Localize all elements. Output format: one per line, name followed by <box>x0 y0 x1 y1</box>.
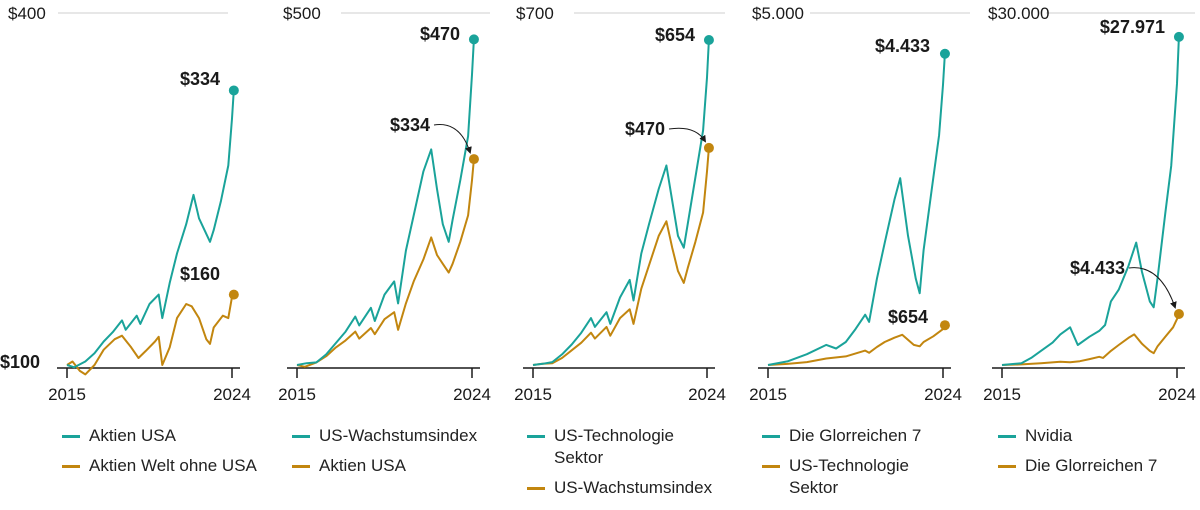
legend-item: Aktien Welt ohne USA <box>62 455 262 477</box>
legend-label: Die Glorreichen 7 <box>1025 456 1158 475</box>
end-point-marker <box>703 34 714 45</box>
legend-swatch <box>998 435 1016 438</box>
legend-4: Die Glorreichen 7 US-Technologie Sektor <box>762 425 962 507</box>
series-line-teal <box>296 39 475 366</box>
end-point-marker <box>1173 308 1184 319</box>
legend-item: Die Glorreichen 7 <box>998 455 1198 477</box>
legend-1: Aktien USA Aktien Welt ohne USA <box>62 425 262 485</box>
x-tick-label: 2024 <box>1158 385 1196 404</box>
series-line-teal <box>1001 36 1180 366</box>
annotation-arrow <box>1128 267 1177 309</box>
legend-label: Aktien USA <box>319 456 406 475</box>
legend-label: Die Glorreichen 7 <box>789 426 922 445</box>
x-tick-label: 2015 <box>983 385 1021 404</box>
legend-label: US-Wachstumsindex <box>554 478 713 497</box>
top-value-label: $5.000 <box>752 4 804 23</box>
end-value-label: $160 <box>180 264 220 284</box>
x-tick-label: 2024 <box>213 385 251 404</box>
end-value-label: $654 <box>888 307 928 327</box>
series-line-teal <box>532 39 710 366</box>
end-point-marker <box>939 48 950 59</box>
end-point-marker <box>1173 31 1184 42</box>
legend-2: US-Wachstumsindex Aktien USA <box>292 425 492 485</box>
annotation-arrow <box>668 127 706 143</box>
legend-3: US-Technologie Sektor US-Wachstumsindex <box>527 425 727 507</box>
top-value-label: $30.000 <box>988 4 1049 23</box>
legend-swatch <box>998 465 1016 468</box>
end-point-marker <box>468 154 479 165</box>
end-value-label: $334 <box>180 69 220 89</box>
legend-label: Aktien Welt ohne USA <box>89 456 257 475</box>
top-value-label: $700 <box>516 4 554 23</box>
x-tick-label: 2024 <box>688 385 726 404</box>
end-value-label: $27.971 <box>1100 17 1165 37</box>
end-point-marker <box>228 85 239 96</box>
series-line-gold <box>767 324 946 366</box>
legend-swatch <box>527 435 545 438</box>
legend-label: Aktien USA <box>89 426 176 445</box>
legend-swatch <box>292 435 310 438</box>
top-value-label: $400 <box>8 4 46 23</box>
baseline-value-label: $100 <box>0 352 40 372</box>
legend-swatch <box>62 465 80 468</box>
end-point-marker <box>468 34 479 45</box>
end-value-label: $4.433 <box>875 36 930 56</box>
series-line-gold <box>296 159 475 368</box>
legend-item: Die Glorreichen 7 <box>762 425 962 447</box>
legend-5: Nvidia Die Glorreichen 7 <box>998 425 1198 485</box>
legend-item: Nvidia <box>998 425 1198 447</box>
legend-swatch <box>762 435 780 438</box>
x-tick-label: 2015 <box>514 385 552 404</box>
x-tick-label: 2015 <box>749 385 787 404</box>
legend-swatch <box>762 465 780 468</box>
end-value-label: $4.433 <box>1070 258 1125 278</box>
legend-item: US-Technologie Sektor <box>527 425 727 469</box>
legend-swatch <box>62 435 80 438</box>
legend-label: US-Technologie Sektor <box>554 426 675 467</box>
legend-swatch <box>292 465 310 468</box>
series-line-teal <box>767 53 946 366</box>
legend-label: US-Technologie Sektor <box>789 456 910 497</box>
end-point-marker <box>703 142 714 153</box>
end-value-label: $334 <box>390 115 430 135</box>
legend-item: US-Wachstumsindex <box>292 425 492 447</box>
end-value-label: $654 <box>655 25 695 45</box>
legend-item: US-Wachstumsindex <box>527 477 727 499</box>
series-line-teal <box>66 90 235 369</box>
end-value-label: $470 <box>625 119 665 139</box>
annotation-arrow <box>433 124 472 154</box>
series-line-gold <box>66 293 235 376</box>
x-tick-label: 2015 <box>278 385 316 404</box>
end-point-marker <box>228 289 239 300</box>
x-tick-label: 2015 <box>48 385 86 404</box>
legend-swatch <box>527 487 545 490</box>
x-tick-label: 2024 <box>453 385 491 404</box>
end-value-label: $470 <box>420 24 460 44</box>
legend-label: US-Wachstumsindex <box>319 426 478 445</box>
x-tick-label: 2024 <box>924 385 962 404</box>
legend-item: Aktien USA <box>62 425 262 447</box>
top-value-label: $500 <box>283 4 321 23</box>
legend-item: US-Technologie Sektor <box>762 455 962 499</box>
series-line-gold <box>1001 313 1180 366</box>
series-line-gold <box>532 147 710 366</box>
legend-label: Nvidia <box>1025 426 1073 445</box>
legend-item: Aktien USA <box>292 455 492 477</box>
end-point-marker <box>939 320 950 331</box>
